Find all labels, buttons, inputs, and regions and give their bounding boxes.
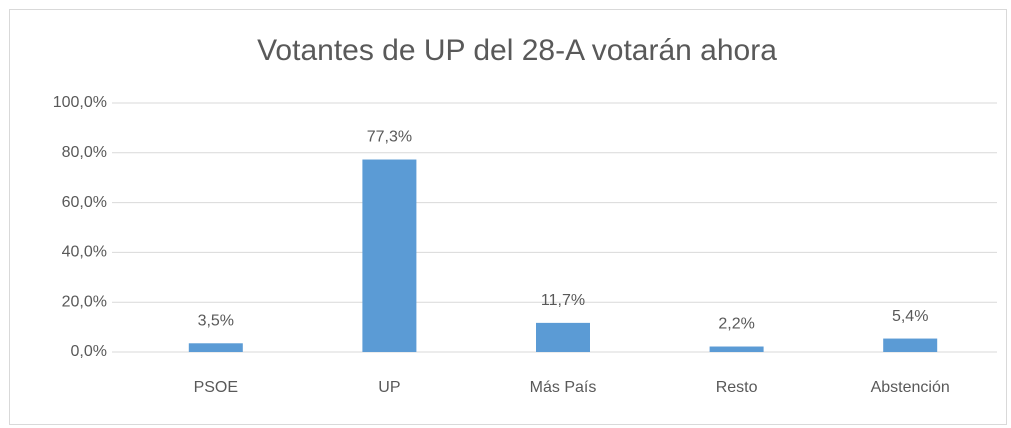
value-label: 11,7%: [541, 292, 585, 309]
x-tick-label: PSOE: [194, 379, 238, 396]
value-label: 2,2%: [718, 316, 754, 333]
x-tick-label: UP: [378, 379, 400, 396]
bar: [883, 338, 938, 352]
value-label: 77,3%: [367, 129, 412, 146]
y-tick-label: 40,0%: [62, 244, 107, 261]
x-tick-label: Abstención: [871, 379, 950, 396]
y-tick-label: 60,0%: [62, 194, 107, 211]
value-label: 3,5%: [198, 313, 234, 330]
chart-title: Votantes de UP del 28-A votarán ahora: [257, 34, 777, 67]
value-label: 5,4%: [892, 308, 928, 325]
bar: [188, 343, 243, 352]
y-tick-label: 80,0%: [62, 144, 107, 161]
chart-frame: [9, 9, 1007, 425]
y-tick-label: 0,0%: [71, 343, 107, 360]
x-tick-label: Más País: [530, 379, 597, 396]
bar: [536, 322, 590, 352]
bar: [362, 159, 417, 352]
y-tick-label: 20,0%: [62, 293, 107, 310]
bar: [709, 346, 764, 352]
y-tick-label: 100,0%: [53, 94, 107, 111]
x-tick-label: Resto: [716, 379, 758, 396]
